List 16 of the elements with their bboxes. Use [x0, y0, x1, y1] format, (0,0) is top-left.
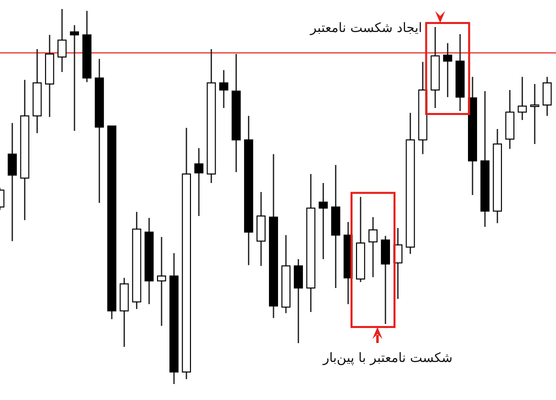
candlestick [443, 42, 452, 98]
candlestick [70, 24, 80, 132]
candlestick [157, 236, 166, 327]
candlestick [57, 8, 67, 73]
candlestick [530, 83, 540, 145]
candlestick [518, 76, 527, 121]
candlestick [380, 235, 390, 325]
candlestick [318, 182, 328, 260]
candlestick [294, 258, 303, 344]
candlestick [8, 122, 17, 242]
candlestick [542, 76, 552, 117]
candlestick [219, 69, 228, 109]
candlestick [194, 147, 204, 217]
candlestick [368, 216, 378, 278]
annotation: شکست نامعتبر با پین‌بار [322, 351, 452, 366]
annotation: ایجاد شکست نامعتبر [309, 21, 422, 36]
